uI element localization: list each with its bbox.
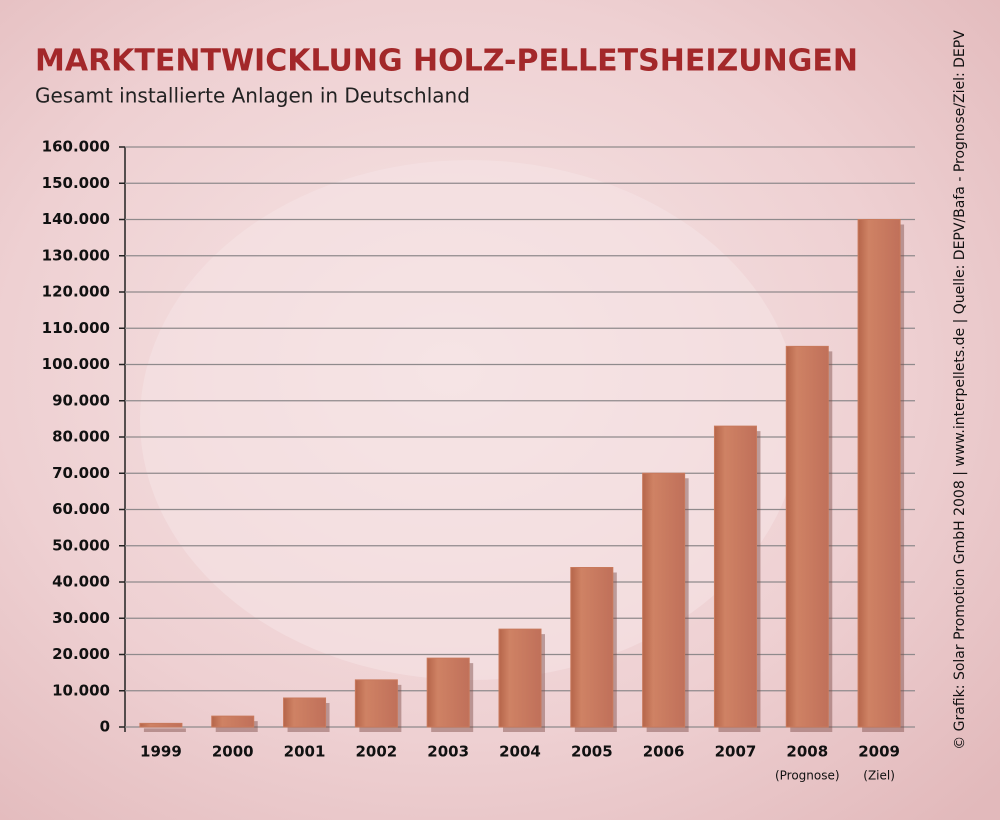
source-note: © Grafik: Solar Promotion GmbH 2008 | ww… <box>952 30 968 750</box>
x-tick-note: (Ziel) <box>863 769 895 783</box>
x-tick-label: 2009 <box>858 743 900 761</box>
y-tick-label: 30.000 <box>52 609 110 627</box>
y-tick-label: 140.000 <box>42 210 110 228</box>
x-tick-label: 2008 <box>786 743 828 761</box>
bar <box>713 425 757 728</box>
y-tick-label: 120.000 <box>42 283 110 301</box>
y-tick-label: 50.000 <box>52 536 110 554</box>
x-tick-label: 2001 <box>284 743 326 761</box>
y-tick-label: 110.000 <box>42 319 110 337</box>
y-tick-label: 60.000 <box>52 500 110 518</box>
y-tick-label: 160.000 <box>42 138 110 156</box>
bar <box>426 657 470 728</box>
x-tick-label: 2003 <box>427 743 469 761</box>
x-tick-label: 2000 <box>212 743 254 761</box>
bar <box>570 567 614 728</box>
x-tick-label: 2004 <box>499 743 541 761</box>
y-tick-label: 130.000 <box>42 246 110 264</box>
x-tick-label: 2005 <box>571 743 613 761</box>
y-tick-label: 80.000 <box>52 428 110 446</box>
y-tick-label: 90.000 <box>52 391 110 409</box>
x-tick-label: 1999 <box>140 743 182 761</box>
bar <box>642 472 686 728</box>
x-tick-note: (Prognose) <box>775 769 840 783</box>
y-tick-label: 0 <box>100 718 110 736</box>
background-decor <box>140 160 800 680</box>
bar <box>785 345 829 728</box>
x-tick-label: 2002 <box>355 743 397 761</box>
y-tick-label: 150.000 <box>42 174 110 192</box>
bar <box>283 697 327 728</box>
chart-title: MARKTENTWICKLUNG HOLZ-PELLETSHEIZUNGEN <box>35 44 858 79</box>
x-tick-label: 2007 <box>715 743 757 761</box>
bar <box>857 219 901 728</box>
y-tick-label: 70.000 <box>52 464 110 482</box>
chart-subtitle: Gesamt installierte Anlagen in Deutschla… <box>35 84 470 108</box>
y-tick-label: 40.000 <box>52 573 110 591</box>
y-tick-label: 10.000 <box>52 681 110 699</box>
y-tick-label: 20.000 <box>52 645 110 663</box>
bar-shadow <box>143 728 186 732</box>
bar <box>354 679 398 728</box>
y-tick-label: 100.000 <box>42 355 110 373</box>
bar <box>498 628 542 728</box>
bar <box>211 715 255 728</box>
x-tick-label: 2006 <box>643 743 685 761</box>
bar <box>139 722 183 728</box>
